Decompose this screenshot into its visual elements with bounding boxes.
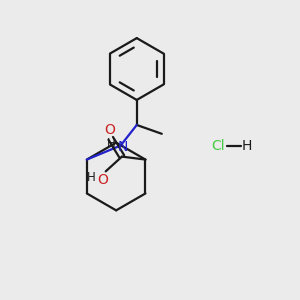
Text: O: O <box>105 123 116 137</box>
Text: Cl: Cl <box>211 139 224 153</box>
Text: H: H <box>242 139 252 153</box>
Text: N: N <box>118 140 128 154</box>
Text: H: H <box>106 137 115 150</box>
Text: H: H <box>87 171 96 184</box>
Text: O: O <box>97 172 108 187</box>
